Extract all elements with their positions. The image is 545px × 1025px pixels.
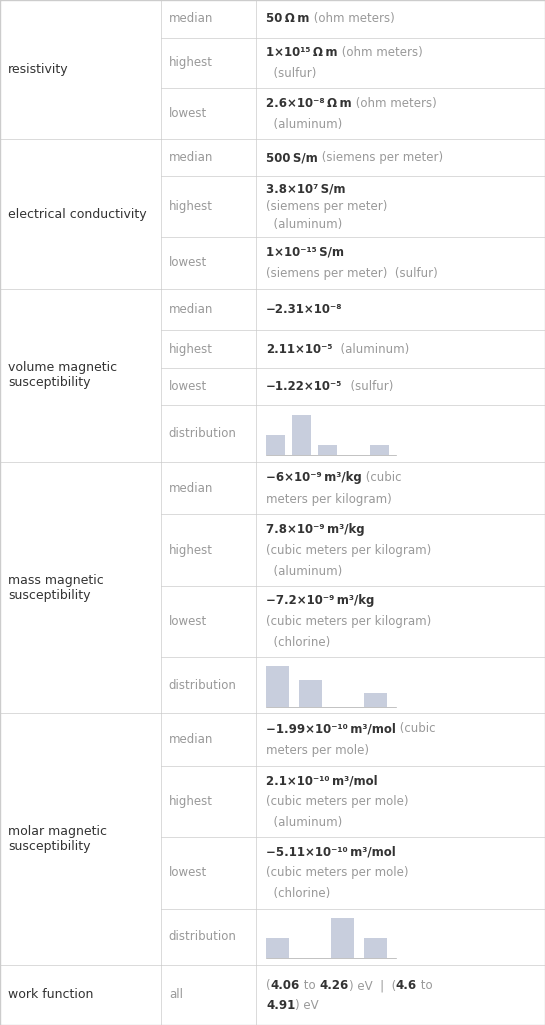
Text: highest: highest <box>169 795 213 808</box>
Text: 2.1×10⁻¹⁰ m³/mol: 2.1×10⁻¹⁰ m³/mol <box>266 774 378 787</box>
Text: 4.06: 4.06 <box>271 980 300 992</box>
Bar <box>266 938 289 958</box>
Text: meters per mole): meters per mole) <box>266 744 369 757</box>
Bar <box>266 666 289 706</box>
Text: (sulfur): (sulfur) <box>342 380 393 394</box>
Text: median: median <box>169 12 213 26</box>
Text: (aluminum): (aluminum) <box>266 118 342 130</box>
Bar <box>370 445 389 455</box>
Text: (aluminum): (aluminum) <box>266 565 342 577</box>
Text: (cubic meters per kilogram): (cubic meters per kilogram) <box>266 543 432 557</box>
Text: distribution: distribution <box>169 427 237 440</box>
Text: highest: highest <box>169 200 213 213</box>
Text: mass magnetic
susceptibility: mass magnetic susceptibility <box>8 574 104 602</box>
Text: median: median <box>169 733 213 746</box>
Text: meters per kilogram): meters per kilogram) <box>266 493 392 505</box>
Text: 2.6×10⁻⁸ Ω m: 2.6×10⁻⁸ Ω m <box>266 96 352 110</box>
Text: (: ( <box>266 980 271 992</box>
Text: −6×10⁻⁹ m³/kg: −6×10⁻⁹ m³/kg <box>266 470 362 484</box>
Bar <box>331 917 354 958</box>
Text: (cubic meters per mole): (cubic meters per mole) <box>266 795 409 808</box>
Text: lowest: lowest <box>169 866 207 879</box>
Text: lowest: lowest <box>169 107 207 120</box>
Text: (aluminum): (aluminum) <box>332 342 409 356</box>
Text: 7.8×10⁻⁹ m³/kg: 7.8×10⁻⁹ m³/kg <box>266 523 365 536</box>
Text: 4.91: 4.91 <box>266 999 295 1013</box>
Text: 500 S/m: 500 S/m <box>266 152 318 164</box>
Text: 2.11×10⁻⁵: 2.11×10⁻⁵ <box>266 342 332 356</box>
Text: 4.6: 4.6 <box>396 980 417 992</box>
Text: highest: highest <box>169 342 213 356</box>
Text: median: median <box>169 152 213 164</box>
Bar <box>364 693 387 706</box>
Text: (aluminum): (aluminum) <box>266 217 342 231</box>
Text: (cubic: (cubic <box>362 470 402 484</box>
Bar <box>318 445 337 455</box>
Text: electrical conductivity: electrical conductivity <box>8 207 147 220</box>
Bar <box>292 414 311 455</box>
Text: lowest: lowest <box>169 615 207 628</box>
Bar <box>266 435 284 455</box>
Text: −5.11×10⁻¹⁰ m³/mol: −5.11×10⁻¹⁰ m³/mol <box>266 846 396 859</box>
Text: (ohm meters): (ohm meters) <box>352 96 437 110</box>
Text: all: all <box>169 988 183 1001</box>
Text: (cubic: (cubic <box>396 723 435 735</box>
Text: median: median <box>169 482 213 495</box>
Text: (ohm meters): (ohm meters) <box>310 12 394 26</box>
Text: (chlorine): (chlorine) <box>266 636 330 649</box>
Text: work function: work function <box>8 988 93 1001</box>
Text: lowest: lowest <box>169 380 207 394</box>
Text: −1.22×10⁻⁵: −1.22×10⁻⁵ <box>266 380 342 394</box>
Text: 4.26: 4.26 <box>319 980 349 992</box>
Text: highest: highest <box>169 543 213 557</box>
Text: (siemens per meter): (siemens per meter) <box>318 152 443 164</box>
Text: highest: highest <box>169 56 213 70</box>
Text: (aluminum): (aluminum) <box>266 816 342 829</box>
Text: resistivity: resistivity <box>8 63 69 76</box>
Text: −1.99×10⁻¹⁰ m³/mol: −1.99×10⁻¹⁰ m³/mol <box>266 723 396 735</box>
Text: median: median <box>169 303 213 317</box>
Text: (cubic meters per mole): (cubic meters per mole) <box>266 866 409 879</box>
Text: 1×10¹⁵ Ω m: 1×10¹⁵ Ω m <box>266 46 338 58</box>
Text: 1×10⁻¹⁵ S/m: 1×10⁻¹⁵ S/m <box>266 245 344 258</box>
Text: to: to <box>417 980 433 992</box>
Text: (sulfur): (sulfur) <box>266 67 317 80</box>
Text: distribution: distribution <box>169 679 237 692</box>
Text: (ohm meters): (ohm meters) <box>338 46 422 58</box>
Bar <box>364 938 387 958</box>
Text: ) eV: ) eV <box>295 999 319 1013</box>
Text: 50 Ω m: 50 Ω m <box>266 12 310 26</box>
Text: −2.31×10⁻⁸: −2.31×10⁻⁸ <box>266 303 343 317</box>
Text: lowest: lowest <box>169 256 207 270</box>
Bar <box>299 680 322 706</box>
Text: (chlorine): (chlorine) <box>266 888 330 900</box>
Text: −7.2×10⁻⁹ m³/kg: −7.2×10⁻⁹ m³/kg <box>266 593 374 607</box>
Text: (siemens per meter)  (sulfur): (siemens per meter) (sulfur) <box>266 268 438 280</box>
Text: distribution: distribution <box>169 931 237 943</box>
Text: to: to <box>300 980 319 992</box>
Text: (siemens per meter): (siemens per meter) <box>266 200 387 213</box>
Text: volume magnetic
susceptibility: volume magnetic susceptibility <box>8 362 117 390</box>
Text: (cubic meters per kilogram): (cubic meters per kilogram) <box>266 615 432 628</box>
Text: ) eV  |  (: ) eV | ( <box>349 980 396 992</box>
Text: 3.8×10⁷ S/m: 3.8×10⁷ S/m <box>266 182 346 196</box>
Text: molar magnetic
susceptibility: molar magnetic susceptibility <box>8 825 107 853</box>
